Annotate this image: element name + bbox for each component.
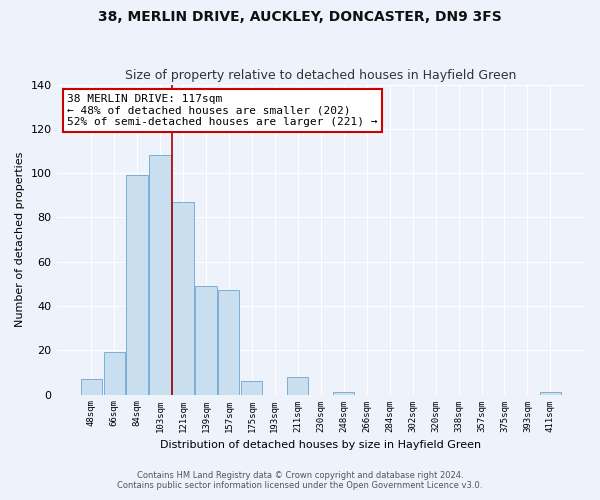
Bar: [333, 392, 354, 394]
Bar: [196, 286, 217, 395]
Bar: [104, 352, 125, 395]
Text: 38 MERLIN DRIVE: 117sqm
← 48% of detached houses are smaller (202)
52% of semi-d: 38 MERLIN DRIVE: 117sqm ← 48% of detache…: [67, 94, 377, 127]
Title: Size of property relative to detached houses in Hayfield Green: Size of property relative to detached ho…: [125, 69, 517, 82]
Bar: [287, 377, 308, 394]
Bar: [218, 290, 239, 395]
X-axis label: Distribution of detached houses by size in Hayfield Green: Distribution of detached houses by size …: [160, 440, 481, 450]
Bar: [540, 392, 561, 394]
Bar: [127, 176, 148, 394]
Bar: [172, 202, 194, 394]
Text: Contains HM Land Registry data © Crown copyright and database right 2024.
Contai: Contains HM Land Registry data © Crown c…: [118, 470, 482, 490]
Bar: [149, 156, 170, 394]
Bar: [241, 382, 262, 394]
Text: 38, MERLIN DRIVE, AUCKLEY, DONCASTER, DN9 3FS: 38, MERLIN DRIVE, AUCKLEY, DONCASTER, DN…: [98, 10, 502, 24]
Bar: [80, 379, 101, 394]
Y-axis label: Number of detached properties: Number of detached properties: [15, 152, 25, 327]
